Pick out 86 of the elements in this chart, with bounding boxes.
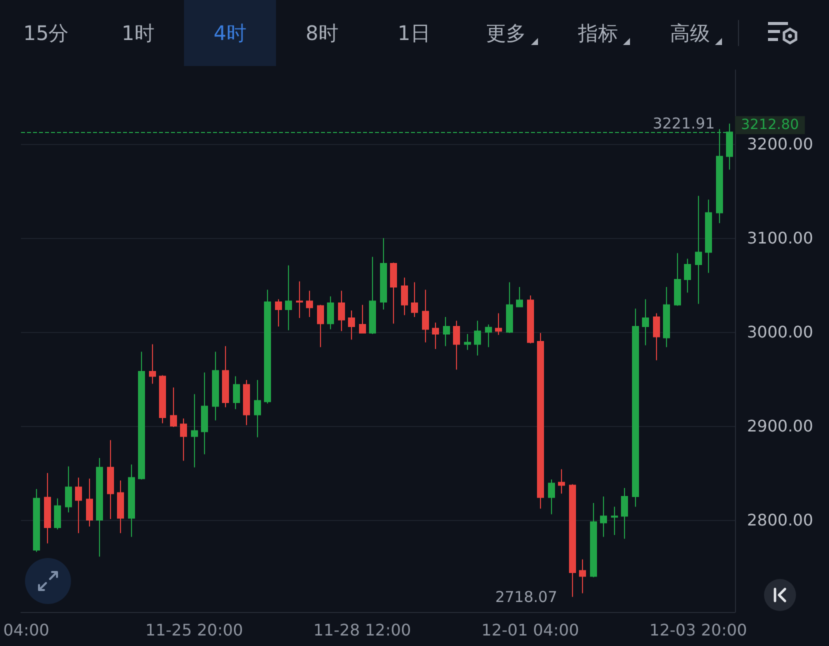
candlestick <box>254 379 261 438</box>
candlestick <box>453 320 460 370</box>
candlestick <box>222 346 229 408</box>
candlestick <box>107 440 114 520</box>
candlestick <box>695 195 702 304</box>
candlestick <box>348 310 355 340</box>
candlestick <box>506 282 513 334</box>
candlestick <box>527 294 534 344</box>
candlestick <box>44 472 51 544</box>
candlestick <box>432 322 439 350</box>
candlestick <box>117 480 124 534</box>
candlestick <box>243 379 250 426</box>
candlestick <box>653 312 660 361</box>
annotation: 2718.07 <box>495 588 558 606</box>
candlestick <box>548 479 555 515</box>
candlestick <box>422 289 429 343</box>
y-tick-label: 2900.00 <box>747 416 814 436</box>
text: 8时 <box>304 20 340 46</box>
candlestick <box>464 333 471 350</box>
ref-line-label: 3212.80 <box>741 117 799 134</box>
candlestick <box>359 304 366 334</box>
x-tick-label: 12-01 04:00 <box>481 620 580 640</box>
candlestick <box>275 298 282 327</box>
text: 4时 <box>184 0 276 66</box>
candlestick <box>443 316 450 347</box>
text: 15分 <box>22 20 70 46</box>
text: 指标 <box>577 20 619 46</box>
candlestick <box>569 484 576 598</box>
candlestick <box>369 256 376 334</box>
candlestick <box>212 351 219 421</box>
candlestick <box>632 308 639 508</box>
candlestick <box>327 296 334 330</box>
candlestick <box>86 478 93 528</box>
candlestick <box>170 386 177 428</box>
candlestick <box>65 466 72 513</box>
candlestick <box>159 374 166 424</box>
candlestick <box>338 290 345 332</box>
candlestick <box>75 477 82 534</box>
candlestick <box>474 320 481 356</box>
y-tick-label: 2800.00 <box>747 510 814 530</box>
candlestick <box>264 289 271 404</box>
candlestick <box>516 286 523 308</box>
candlestick <box>96 457 103 558</box>
text: 高级 <box>669 20 711 46</box>
candlestick <box>54 498 61 530</box>
candlestick <box>485 324 492 348</box>
y-tick-label: 3200.00 <box>747 134 814 154</box>
candlestick <box>579 558 586 594</box>
candlestick <box>180 418 187 462</box>
candlestick <box>663 286 670 348</box>
candlestick <box>705 199 712 274</box>
x-tick-label: 12-03 20:00 <box>649 620 748 640</box>
candlestick <box>495 312 502 336</box>
candlestick <box>317 304 324 348</box>
candlestick <box>590 502 597 578</box>
candlestick <box>138 351 145 480</box>
candlestick <box>201 372 208 455</box>
x-tick-label: 04:00 <box>3 620 50 640</box>
text: 1日 <box>396 20 432 46</box>
candlestick <box>390 262 397 324</box>
candlestick <box>558 468 565 494</box>
candlestick <box>674 252 681 306</box>
candlestick <box>380 238 387 310</box>
candlestick <box>411 282 418 318</box>
y-tick-label: 3000.00 <box>747 322 814 342</box>
candlestick <box>191 394 198 468</box>
candlestick <box>306 290 313 318</box>
y-tick-label: 3100.00 <box>747 228 814 248</box>
candlestick <box>537 332 544 510</box>
candlestick <box>401 277 408 316</box>
annotation: 3221.91 <box>652 114 715 133</box>
candlestick <box>684 258 691 294</box>
text: 更多 <box>485 20 527 46</box>
x-tick-label: 11-25 20:00 <box>145 620 244 640</box>
candlestick <box>128 464 135 538</box>
candlestick <box>621 488 628 540</box>
candlestick <box>611 506 618 536</box>
candlestick <box>296 280 303 318</box>
candlestick <box>233 376 240 410</box>
text: 1时 <box>120 20 156 46</box>
x-tick-label: 11-28 12:00 <box>313 620 412 640</box>
candlestick <box>600 496 607 538</box>
candlestick <box>33 488 40 552</box>
candlestick <box>642 298 649 346</box>
candlestick <box>149 344 156 384</box>
candlestick <box>285 264 292 331</box>
